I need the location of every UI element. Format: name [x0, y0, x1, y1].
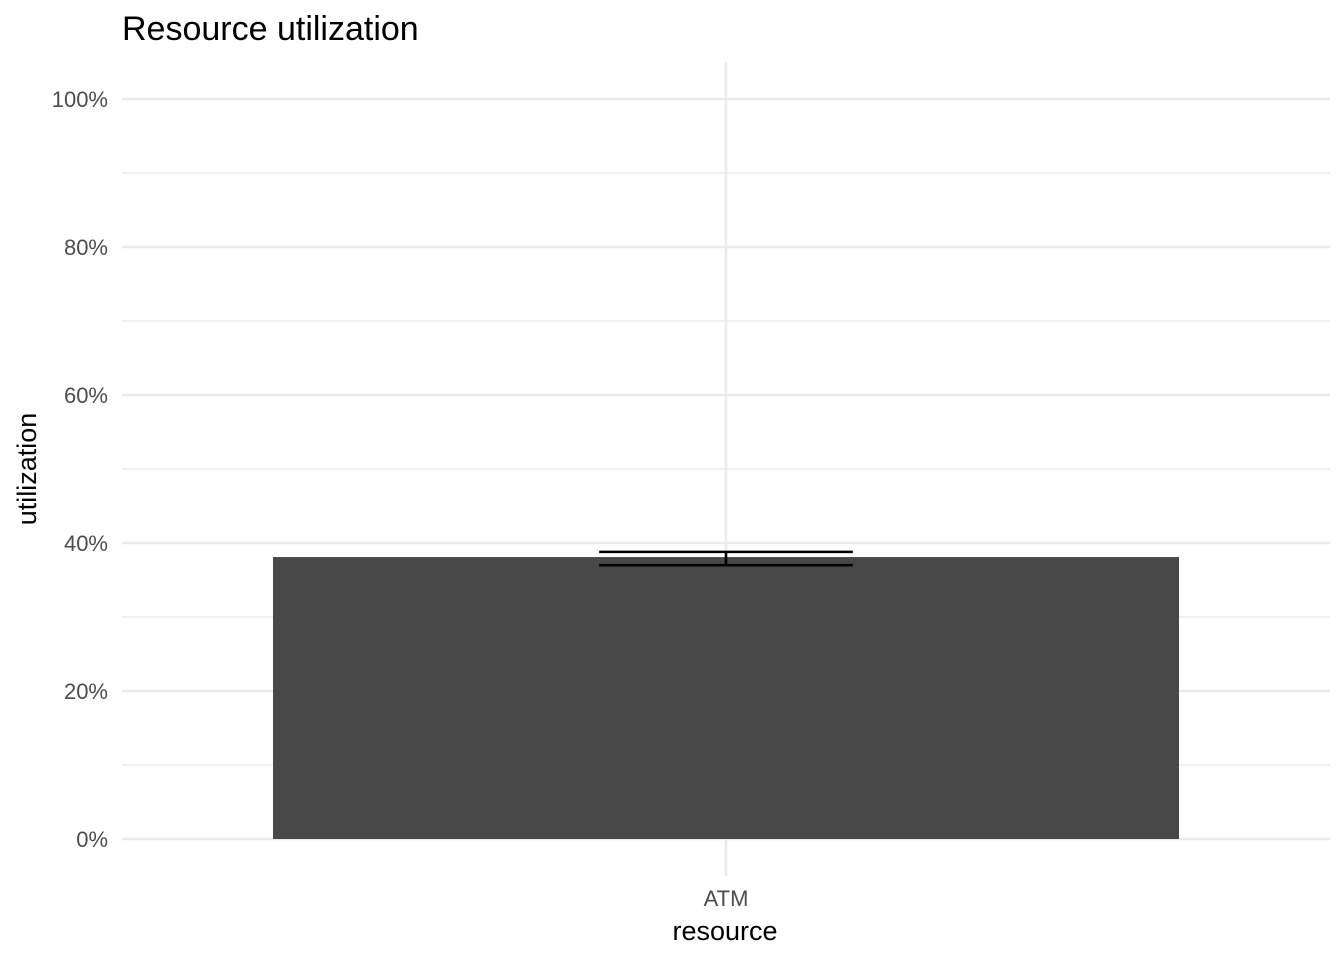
bars: [273, 557, 1179, 839]
x-tick-label: ATM: [704, 886, 749, 911]
error-bar: [599, 550, 853, 567]
x-axis-title: resource: [672, 916, 777, 946]
y-tick-label: 0%: [76, 827, 108, 852]
chart-title: Resource utilization: [122, 10, 419, 48]
y-tick-label: 100%: [52, 87, 108, 112]
error-bars: [599, 550, 853, 567]
y-tick-label: 40%: [64, 531, 108, 556]
tick-labels: 0% 20% 40% 60% 80% 100% ATM: [52, 87, 749, 911]
y-tick-label: 60%: [64, 383, 108, 408]
y-tick-label: 20%: [64, 679, 108, 704]
bar: [273, 557, 1179, 839]
y-tick-label: 80%: [64, 235, 108, 260]
y-axis-title: utilization: [12, 413, 42, 526]
